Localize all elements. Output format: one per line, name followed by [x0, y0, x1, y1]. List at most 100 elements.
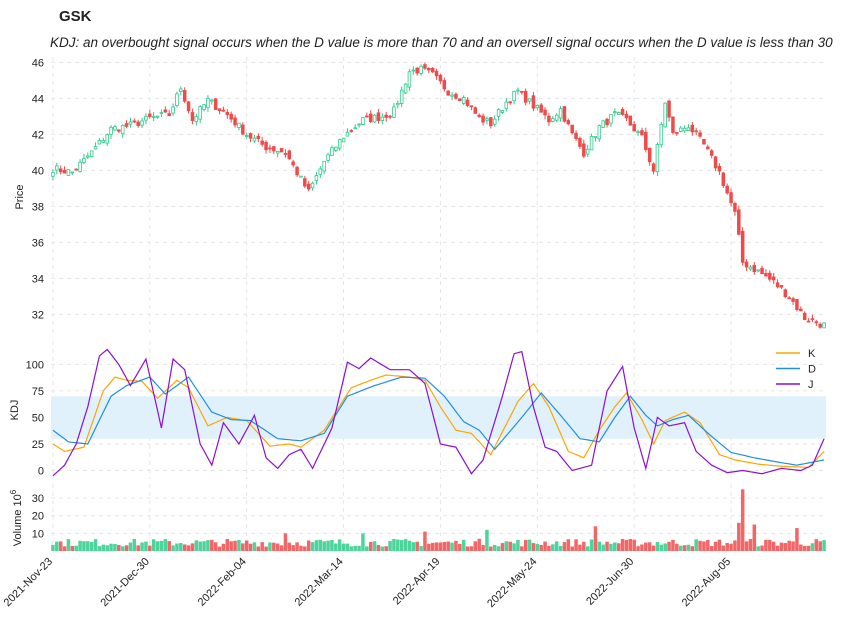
- volume-bar: [640, 544, 644, 551]
- candle: [725, 185, 729, 194]
- candle: [78, 161, 82, 172]
- volume-bar: [717, 539, 722, 551]
- candle: [477, 114, 481, 118]
- volume-bar: [268, 542, 272, 551]
- volume-bar: [89, 541, 94, 551]
- candle: [372, 114, 377, 123]
- candle: [58, 168, 63, 173]
- candle: [675, 132, 679, 134]
- volume-bar: [438, 542, 443, 551]
- candle: [74, 168, 78, 171]
- volume-bar: [326, 540, 330, 551]
- volume-bar: [806, 545, 811, 551]
- kdj-axis-label: KDJ: [9, 400, 21, 421]
- candle: [229, 113, 233, 120]
- volume-bar: [341, 543, 346, 551]
- candle: [295, 166, 299, 176]
- volume-bar: [733, 540, 737, 551]
- volume-bar: [353, 545, 357, 551]
- volume-bar: [322, 541, 326, 551]
- candle: [93, 146, 98, 150]
- candle: [609, 114, 613, 124]
- candle: [221, 109, 226, 112]
- volume-bar: [388, 541, 392, 551]
- candle: [802, 312, 807, 321]
- candle: [434, 70, 439, 77]
- volume-bar: [66, 539, 71, 551]
- volume-bar: [620, 538, 625, 551]
- x-tick-label: 2022-May-24: [485, 556, 539, 610]
- candle: [500, 110, 505, 113]
- candle: [310, 182, 315, 189]
- candle: [523, 90, 528, 103]
- volume-bar: [791, 541, 795, 551]
- volume-bar: [434, 542, 439, 551]
- candle: [799, 308, 803, 312]
- candle: [275, 150, 280, 154]
- candle: [721, 172, 726, 186]
- volume-bar: [508, 541, 512, 551]
- candle: [155, 115, 160, 118]
- volume-bar: [275, 543, 280, 551]
- volume-bar: [120, 546, 125, 551]
- candle: [713, 156, 718, 169]
- volume-bar: [403, 539, 408, 551]
- candle: [190, 112, 195, 121]
- volume-bar: [539, 544, 543, 551]
- volume-bar: [182, 544, 187, 551]
- candle: [481, 115, 485, 123]
- candle: [446, 90, 450, 96]
- candle: [202, 104, 206, 111]
- candle: [717, 165, 722, 172]
- candle: [686, 127, 691, 132]
- candle: [655, 144, 660, 173]
- candle: [186, 101, 191, 112]
- volume-bar: [117, 544, 121, 551]
- volume-bar: [442, 541, 447, 551]
- candle: [144, 115, 148, 121]
- candle: [508, 101, 512, 104]
- volume-bar: [74, 545, 78, 551]
- price-tick-label: 38: [32, 201, 44, 213]
- candle: [411, 69, 416, 72]
- volume-bar: [171, 545, 175, 551]
- candle: [62, 169, 67, 174]
- volume-bar: [310, 542, 315, 551]
- volume-bar: [810, 543, 815, 551]
- candle: [198, 106, 202, 120]
- candle: [795, 299, 799, 311]
- volume-bar: [450, 542, 454, 551]
- volume-bar: [283, 533, 288, 551]
- candle: [438, 74, 443, 82]
- volume-bar: [345, 543, 350, 551]
- volume-axis-label: Volume 106: [9, 489, 24, 546]
- volume-bar: [365, 546, 369, 551]
- candle: [450, 94, 454, 97]
- candle: [225, 111, 230, 115]
- volume-bar: [136, 545, 140, 551]
- candle: [334, 146, 338, 151]
- volume-bar: [771, 541, 776, 551]
- candle: [380, 116, 385, 121]
- volume-bar: [744, 541, 749, 551]
- candle: [399, 89, 404, 104]
- x-tick-label: 2022-Feb-04: [196, 556, 249, 609]
- volume-bar: [144, 541, 148, 551]
- volume-bar: [291, 545, 295, 551]
- candle: [159, 112, 164, 115]
- volume-bar: [51, 544, 55, 551]
- price-axis-label: Price: [14, 184, 26, 209]
- candle: [469, 105, 474, 108]
- candle: [783, 289, 788, 298]
- candle: [613, 111, 617, 114]
- volume-bar: [241, 543, 245, 551]
- candle: [419, 65, 423, 74]
- candle: [314, 175, 319, 181]
- candle: [132, 120, 137, 123]
- volume-bar: [458, 543, 462, 551]
- candle: [597, 125, 602, 140]
- volume-bar: [396, 539, 400, 551]
- candle: [764, 272, 768, 277]
- candle: [140, 120, 144, 126]
- volume-bar: [349, 546, 354, 551]
